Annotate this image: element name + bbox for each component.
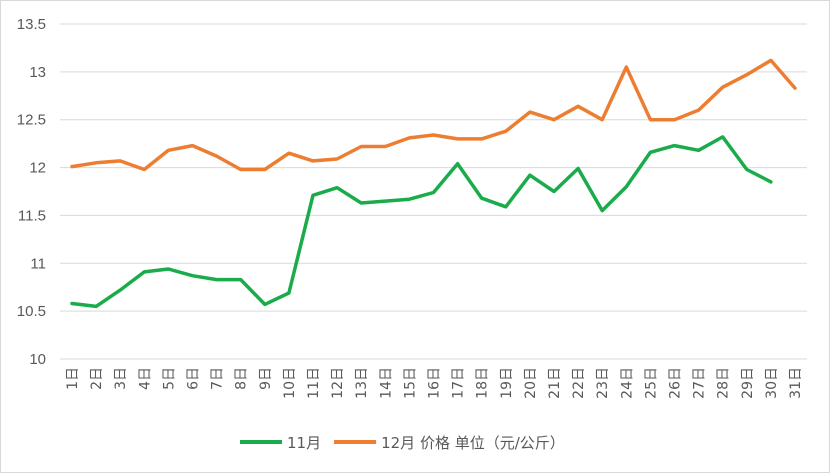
x-tick-label: 14日 — [378, 367, 394, 399]
x-tick-label: 12日 — [330, 367, 346, 399]
x-tick-label: 27日 — [692, 367, 708, 399]
x-tick-label: 2日 — [89, 367, 105, 390]
y-tick-label: 10 — [29, 351, 46, 368]
x-tick-label: 17日 — [451, 367, 467, 399]
y-tick-label: 10.5 — [17, 303, 46, 320]
y-tick-label: 12 — [29, 160, 46, 177]
x-tick-label: 16日 — [427, 367, 443, 399]
x-tick-label: 15日 — [402, 367, 418, 399]
y-axis-ticks: 10 10.5 11 11.5 12 12.5 13 13.5 — [17, 16, 46, 368]
x-tick-label: 13日 — [354, 367, 370, 399]
x-tick-label: 10日 — [282, 367, 298, 399]
y-tick-label: 13.5 — [17, 16, 46, 33]
legend-label: 11月 — [287, 434, 321, 452]
x-tick-label: 5日 — [161, 367, 177, 390]
x-tick-label: 6日 — [186, 367, 202, 390]
x-tick-label: 21日 — [547, 367, 563, 399]
x-tick-label: 29日 — [740, 367, 756, 399]
x-tick-label: 7日 — [210, 367, 226, 390]
x-tick-label: 19日 — [499, 367, 515, 399]
x-tick-label: 31日 — [788, 367, 804, 399]
x-tick-label: 30日 — [764, 367, 780, 399]
x-tick-label: 11日 — [306, 367, 322, 399]
x-tick-label: 23日 — [595, 367, 611, 399]
x-tick-label: 20日 — [523, 367, 539, 399]
x-tick-label: 9日 — [258, 367, 274, 390]
x-tick-label: 4日 — [137, 367, 153, 390]
legend: 11月 12月 价格 单位（元/公斤） — [240, 434, 565, 452]
x-tick-label: 8日 — [234, 367, 250, 390]
x-tick-label: 28日 — [716, 367, 732, 399]
y-tick-label: 11 — [30, 255, 46, 272]
x-axis-ticks: 1日 2日 3日 4日 5日 6日 7日 8日 9日 10日 11日 12日 13日 14日 15日 16日 1… — [65, 367, 804, 399]
series-line-2 — [70, 58, 797, 172]
y-tick-label: 11.5 — [18, 207, 46, 224]
y-tick-label: 13 — [29, 64, 46, 81]
series-line-1 — [70, 135, 773, 309]
x-tick-label: 3日 — [113, 367, 129, 390]
x-tick-label: 18日 — [475, 367, 491, 399]
x-tick-label: 22日 — [571, 367, 587, 399]
legend-label: 12月 价格 单位（元/公斤） — [381, 434, 565, 452]
y-tick-label: 12.5 — [17, 112, 46, 129]
series-lines — [70, 58, 797, 309]
x-tick-label: 1日 — [65, 367, 81, 390]
x-tick-label: 24日 — [619, 367, 635, 399]
x-tick-label: 25日 — [643, 367, 659, 399]
gridlines — [60, 23, 807, 360]
x-tick-label: 26日 — [667, 367, 683, 399]
